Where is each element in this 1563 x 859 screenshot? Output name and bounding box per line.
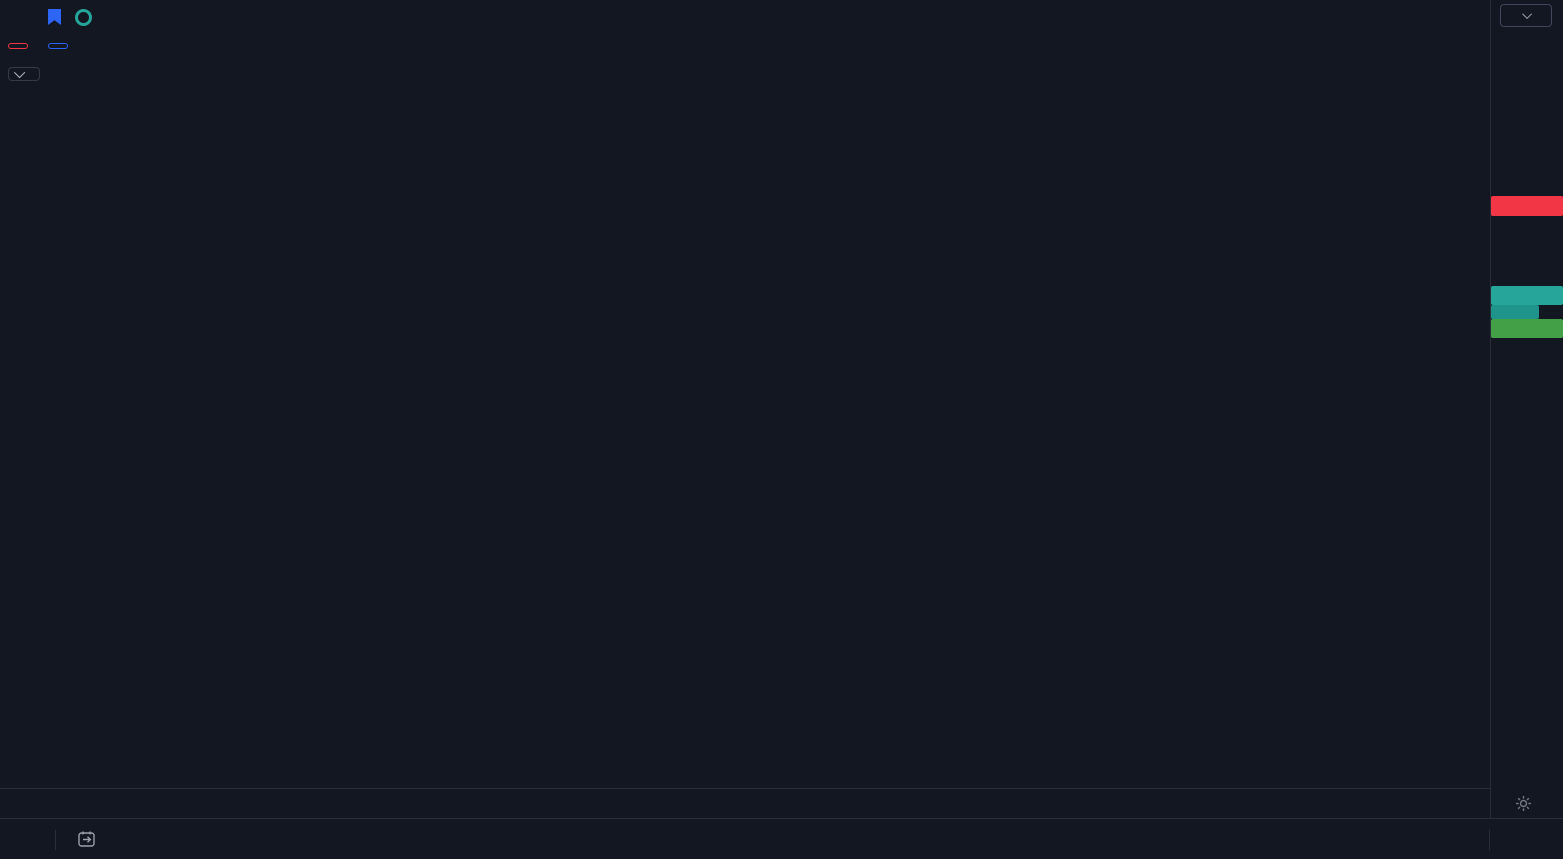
green-line-price-label	[1491, 319, 1563, 338]
time-axis[interactable]	[0, 788, 1490, 819]
last-price-label	[1491, 286, 1563, 305]
currency-selector[interactable]	[1500, 4, 1552, 27]
toolbar-divider	[55, 829, 56, 850]
bid-price-button[interactable]	[8, 43, 28, 49]
toolbar-divider	[1489, 829, 1490, 850]
price-axis[interactable]	[1490, 0, 1563, 818]
toolbar-right	[1470, 829, 1563, 850]
red-line-price-label	[1491, 196, 1563, 216]
ask-price-button[interactable]	[48, 43, 68, 49]
legend	[8, 6, 106, 83]
go-to-date-button[interactable]	[77, 830, 98, 849]
chevron-down-icon	[13, 66, 26, 79]
axis-settings-gear-icon[interactable]	[1515, 795, 1532, 812]
indicators-collapse-button[interactable]	[8, 66, 40, 81]
market-status-icon[interactable]	[75, 8, 92, 26]
chevron-down-icon	[1522, 9, 1533, 20]
bar-countdown-label	[1491, 305, 1539, 319]
bookmark-icon[interactable]	[48, 9, 61, 25]
bottom-toolbar	[0, 818, 1563, 859]
